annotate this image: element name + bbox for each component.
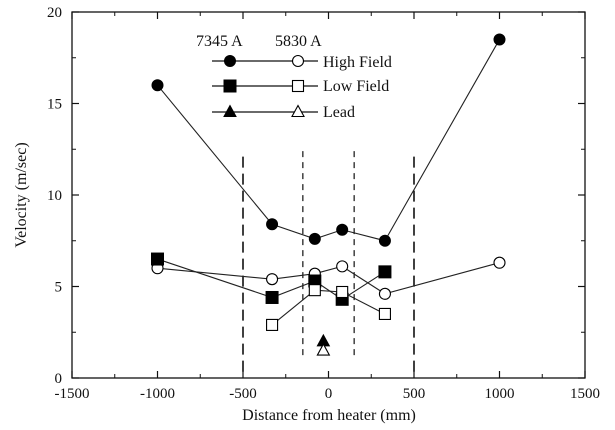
series-low-field-5830a: [266, 284, 391, 331]
legend-header-right: 5830 A: [275, 33, 322, 50]
x-tick-label: 500: [403, 386, 426, 402]
x-tick-label: -1000: [140, 386, 175, 402]
series-lead-5830a: [316, 342, 331, 356]
legend-marker: [223, 104, 237, 117]
x-tick-label: 1000: [485, 386, 515, 402]
y-axis-title: Velocity (m/sec): [13, 142, 30, 247]
y-tick-label: 5: [55, 280, 63, 296]
data-point: [336, 260, 349, 273]
y-tick-label: 0: [55, 371, 63, 387]
axis-ticks: -1500 -1000 -500 0 500 1000 1500 0 5 10 15 20: [47, 5, 600, 402]
series-layer: [151, 33, 506, 356]
data-point: [265, 290, 279, 304]
data-point: [151, 79, 164, 92]
legend-header-left: 7345 A: [196, 33, 243, 50]
series-high-field-7345a: [151, 33, 506, 247]
data-point: [378, 307, 391, 321]
data-point: [493, 256, 506, 269]
legend-marker: [224, 55, 236, 67]
data-point: [378, 287, 391, 300]
data-point: [151, 252, 164, 266]
series-high-field-5830a: [151, 256, 506, 300]
legend: 7345 A 5830 A High Field Low Field Lead: [196, 33, 392, 121]
data-point: [308, 284, 321, 297]
series-line: [157, 262, 500, 295]
data-point: [266, 318, 279, 331]
data-point: [378, 265, 392, 279]
legend-marker: [291, 104, 305, 118]
y-tick-label: 15: [47, 97, 62, 113]
legend-marker: [291, 54, 305, 68]
y-tick-label: 20: [47, 5, 62, 21]
legend-label-lead: Lead: [323, 104, 355, 121]
legend-label-low-field: Low Field: [323, 78, 389, 95]
legend-label-high-field: High Field: [323, 54, 392, 71]
legend-marker: [223, 79, 237, 93]
y-tick-label: 10: [47, 188, 62, 204]
x-tick-label: -1500: [55, 386, 90, 402]
series-line: [157, 39, 500, 242]
data-point: [266, 273, 279, 286]
data-point: [336, 223, 349, 236]
data-point: [266, 218, 279, 231]
data-point: [493, 33, 506, 46]
x-axis-title: Distance from heater (mm): [242, 407, 416, 424]
data-point: [308, 232, 321, 245]
data-point: [316, 342, 331, 356]
x-tick-label: -500: [229, 386, 257, 402]
x-tick-label: 0: [325, 386, 333, 402]
series-line: [271, 289, 386, 326]
data-point: [378, 234, 391, 247]
reference-lines: [242, 151, 415, 378]
legend-marker: [291, 79, 305, 93]
legend-symbols: [212, 54, 318, 118]
data-point: [336, 285, 349, 299]
x-tick-label: 1500: [570, 386, 600, 402]
